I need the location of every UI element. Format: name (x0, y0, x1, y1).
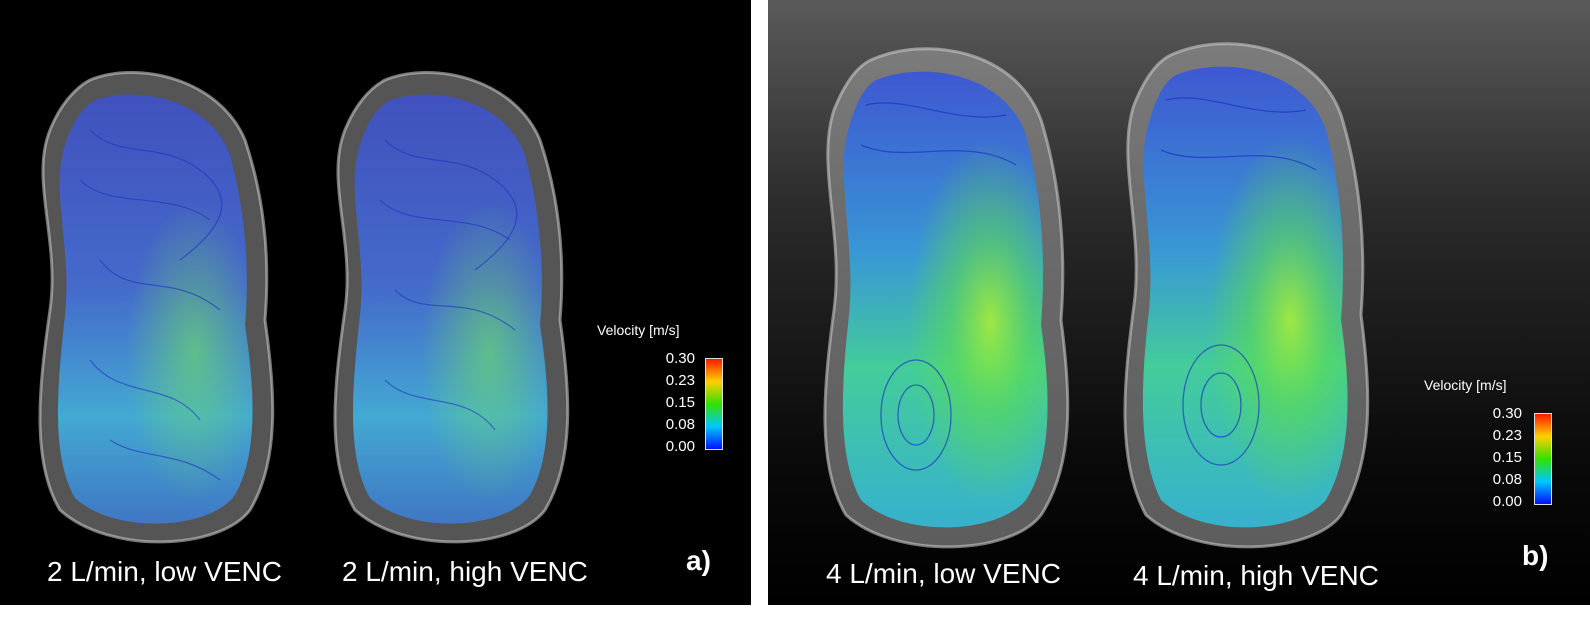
velocity-legend-title: Velocity [m/s] (597, 322, 680, 338)
velocity-colorbar (705, 358, 723, 450)
legend-tick: 0.15 (1492, 449, 1522, 466)
caption-4lmin-low-venc: 4 L/min, low VENC (826, 558, 1061, 589)
panel-label-a: a) (686, 545, 711, 576)
panel-b: Velocity [m/s] 0.30 0.23 0.15 0.08 0.00 … (768, 0, 1590, 605)
panel-label-b: b) (1522, 540, 1549, 571)
caption-4lmin-high-venc: 4 L/min, high VENC (1133, 560, 1379, 591)
caption-2lmin-high-venc: 2 L/min, high VENC (342, 556, 588, 587)
legend-tick: 0.30 (1492, 405, 1522, 422)
legend-tick: 0.00 (1492, 493, 1522, 510)
legend-tick: 0.08 (665, 416, 695, 433)
flow-visualization-2lmin-high-venc (333, 71, 570, 544)
flow-visualization-4lmin-low-venc (823, 47, 1070, 549)
legend-tick: 0.15 (665, 394, 695, 411)
legend-tick: 0.23 (1492, 427, 1522, 444)
legend-tick: 0.23 (665, 372, 695, 389)
legend-tick: 0.08 (1492, 471, 1522, 488)
velocity-colorbar (1534, 413, 1552, 505)
panel-a: Velocity [m/s] 0.30 0.23 0.15 0.08 0.00 … (0, 0, 751, 605)
legend-tick: 0.00 (665, 438, 695, 455)
caption-2lmin-low-venc: 2 L/min, low VENC (47, 556, 282, 587)
flow-visualization-2lmin-low-venc (38, 71, 275, 544)
flow-visualization-4lmin-high-venc (1123, 42, 1370, 549)
legend-tick: 0.30 (665, 350, 695, 367)
velocity-legend-title: Velocity [m/s] (1424, 377, 1507, 393)
